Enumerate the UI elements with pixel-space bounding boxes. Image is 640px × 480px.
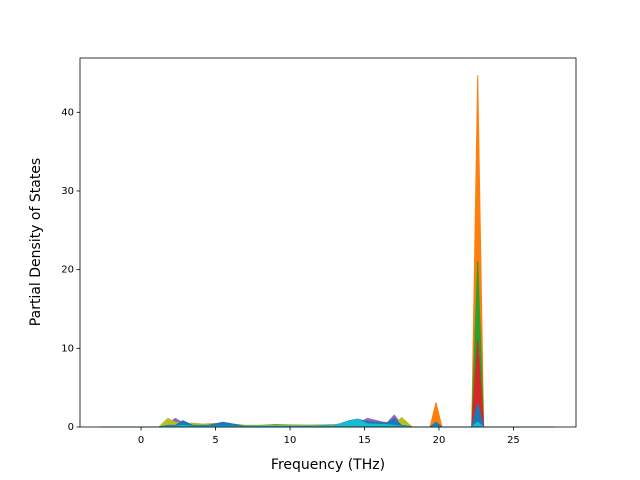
y-tick-label: 0 (68, 422, 74, 433)
plot-frame (79, 57, 577, 428)
x-tick-label: 5 (212, 435, 218, 446)
y-tick-label: 10 (61, 343, 74, 354)
area (100, 340, 554, 428)
x-tick-label: 20 (433, 435, 446, 446)
x-tick-label: 15 (358, 435, 371, 446)
x-tick-label: 25 (507, 435, 520, 446)
x-tick-label: 10 (284, 435, 297, 446)
x-axis-label: Frequency (THz) (271, 457, 385, 473)
area (100, 75, 554, 428)
y-tick-label: 30 (61, 186, 74, 197)
x-tick-label: 0 (138, 435, 144, 446)
y-axis-label: Partial Density of States (28, 158, 44, 326)
area (100, 260, 554, 428)
y-tick-label: 20 (61, 265, 74, 276)
y-tick-label: 40 (61, 107, 74, 118)
